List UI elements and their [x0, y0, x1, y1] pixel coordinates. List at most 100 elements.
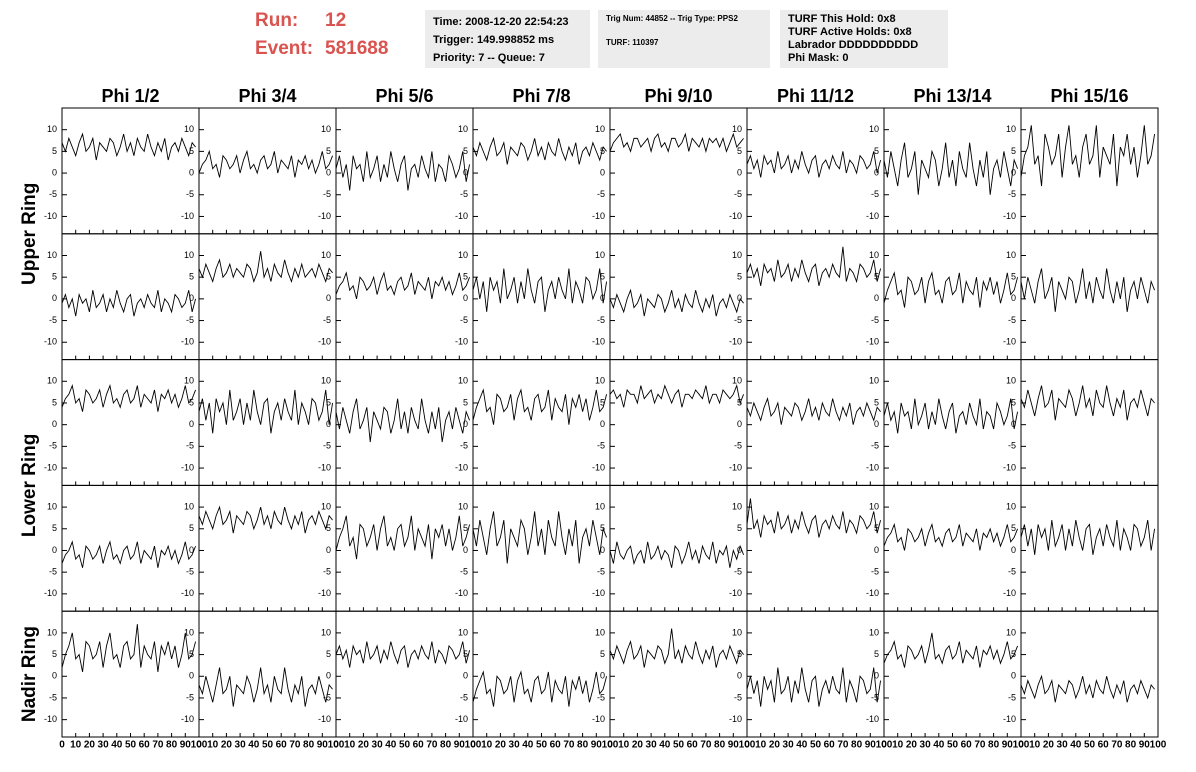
x-tick-label: 10: [755, 740, 767, 751]
y-tick-label: -5: [49, 441, 57, 451]
x-tick-label: 70: [837, 740, 849, 751]
x-tick-label: 30: [1057, 740, 1069, 751]
y-tick-label: 0: [463, 419, 468, 429]
x-tick-label: 80: [303, 740, 315, 751]
waveform: [609, 628, 744, 668]
y-tick-label: 5: [1011, 272, 1016, 282]
info-line: Time: 2008-12-20 22:54:23: [433, 16, 569, 28]
y-tick-label: -5: [1008, 189, 1016, 199]
y-tick-label: 5: [189, 146, 194, 156]
y-tick-label: 5: [874, 272, 879, 282]
waveform: [335, 641, 471, 668]
x-tick-label: 20: [495, 740, 507, 751]
y-tick-label: 10: [458, 501, 468, 511]
y-tick-label: -5: [734, 567, 742, 577]
x-tick-label: 50: [399, 740, 411, 751]
y-tick-label: -5: [49, 567, 57, 577]
y-tick-label: 10: [595, 124, 605, 134]
y-tick-label: 5: [463, 146, 468, 156]
y-tick-label: 5: [52, 397, 57, 407]
x-tick-label: 40: [248, 740, 260, 751]
run-number: 12: [325, 10, 347, 31]
x-tick-label: 30: [783, 740, 795, 751]
y-tick-label: -10: [592, 462, 605, 472]
info-line: Priority: 7 -- Queue: 7: [433, 52, 545, 64]
y-tick-label: 5: [600, 272, 605, 282]
y-tick-label: -5: [1008, 692, 1016, 702]
x-tick-label: 50: [1084, 740, 1096, 751]
x-tick-label: 70: [152, 740, 164, 751]
x-tick-label: 70: [563, 740, 575, 751]
y-tick-label: 5: [52, 272, 57, 282]
row-label: Lower Ring: [19, 434, 40, 537]
panel-frame: [746, 359, 885, 486]
y-tick-label: -10: [44, 462, 57, 472]
x-tick-label: 0: [744, 740, 750, 751]
y-tick-label: -10: [318, 211, 331, 221]
x-tick-label: 90: [454, 740, 466, 751]
row-label: Upper Ring: [19, 183, 40, 285]
y-tick-label: 10: [184, 376, 194, 386]
waveform: [609, 288, 744, 317]
waveform: [746, 397, 881, 425]
panel-frame: [609, 359, 748, 486]
y-tick-label: -5: [323, 692, 331, 702]
x-tick-label: 40: [933, 740, 945, 751]
y-tick-label: -10: [455, 462, 468, 472]
x-tick-label: 80: [577, 740, 589, 751]
y-tick-label: -5: [49, 315, 57, 325]
event-label: Event:: [255, 38, 314, 59]
y-tick-label: 0: [874, 167, 879, 177]
x-tick-label: 100: [465, 740, 482, 751]
y-tick-label: 5: [737, 397, 742, 407]
y-tick-label: -5: [460, 315, 468, 325]
y-tick-label: -5: [597, 315, 605, 325]
y-tick-label: -5: [734, 441, 742, 451]
y-tick-label: -10: [866, 337, 879, 347]
panel-frame: [198, 233, 337, 361]
y-tick-label: 0: [463, 671, 468, 681]
column-header: Phi 7/8: [512, 86, 570, 106]
waveform: [198, 251, 333, 283]
y-tick-label: 10: [184, 124, 194, 134]
panel-frame: [883, 233, 1022, 361]
x-tick-label: 90: [1002, 740, 1014, 751]
panel-frame: [609, 107, 748, 235]
y-tick-label: 0: [737, 545, 742, 555]
y-tick-label: -10: [1003, 714, 1016, 724]
y-tick-label: -5: [734, 189, 742, 199]
y-tick-label: -5: [460, 567, 468, 577]
x-tick-label: 0: [470, 740, 476, 751]
y-tick-label: -10: [592, 337, 605, 347]
waveform: [472, 268, 608, 312]
y-tick-label: 10: [458, 124, 468, 134]
y-tick-label: 10: [732, 376, 742, 386]
y-tick-label: 0: [326, 293, 331, 303]
y-tick-label: -5: [871, 567, 879, 577]
y-tick-label: -5: [323, 189, 331, 199]
y-tick-label: -10: [1003, 462, 1016, 472]
y-tick-label: -5: [597, 567, 605, 577]
y-tick-label: -10: [729, 714, 742, 724]
y-tick-label: 0: [600, 671, 605, 681]
y-tick-label: 5: [737, 649, 742, 659]
y-tick-label: -5: [1008, 441, 1016, 451]
y-tick-label: -5: [186, 441, 194, 451]
y-tick-label: 0: [1011, 419, 1016, 429]
waveform: [335, 515, 471, 560]
y-tick-label: -5: [323, 315, 331, 325]
row-label: Nadir Ring: [19, 626, 40, 722]
x-tick-label: 40: [385, 740, 397, 751]
x-tick-label: 0: [333, 740, 339, 751]
y-tick-label: 10: [1006, 627, 1016, 637]
y-tick-label: -10: [318, 714, 331, 724]
panel-frame: [1020, 484, 1159, 612]
waveform: [1020, 268, 1155, 312]
y-tick-label: -10: [866, 462, 879, 472]
y-tick-label: 10: [869, 627, 879, 637]
y-tick-label: 0: [737, 671, 742, 681]
panel-frame: [1020, 359, 1159, 486]
y-tick-label: -5: [186, 567, 194, 577]
y-tick-label: 5: [52, 523, 57, 533]
x-tick-label: 10: [207, 740, 219, 751]
